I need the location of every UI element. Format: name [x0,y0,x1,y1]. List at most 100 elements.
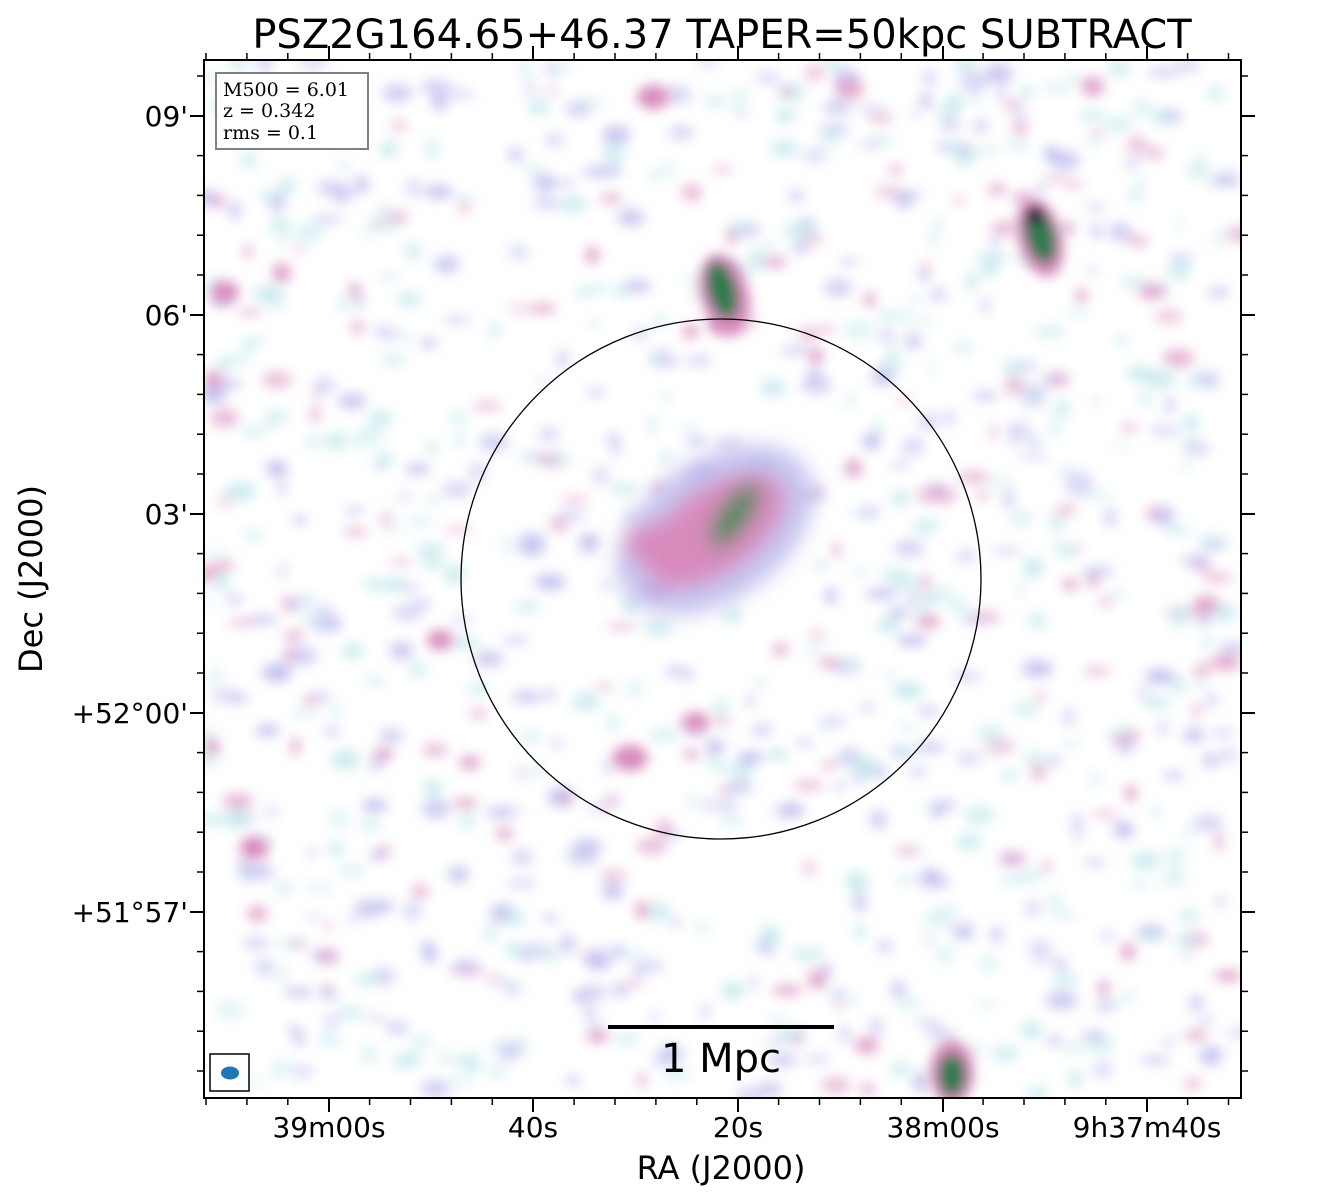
noise-speckle [990,236,1001,247]
noise-speckle [817,128,843,147]
noise-speckle [904,332,922,350]
noise-speckle [1200,1046,1226,1058]
noise-speckle [1033,326,1066,337]
noise-speckle [327,430,348,451]
noise-speckle [1041,860,1052,874]
noise-speckle [859,505,881,520]
info-box: M500 = 6.01 z = 0.342 rms = 0.1 [215,72,369,150]
noise-speckle [1216,896,1226,907]
noise-speckle [1188,995,1205,1011]
noise-speckle [1111,590,1124,598]
noise-speckle [272,263,292,283]
noise-speckle [894,875,916,884]
noise-speckle [1088,129,1108,137]
noise-speckle [410,1036,432,1046]
noise-speckle [262,663,292,682]
noise-speckle [889,1061,912,1077]
noise-speckle [312,392,323,398]
noise-speckle [1125,988,1135,1000]
x-tick-label: 38m00s [886,1111,999,1144]
noise-speckle [545,131,564,149]
noise-speckle [506,305,536,313]
noise-speckle [1214,832,1224,851]
noise-speckle [571,695,602,711]
noise-speckle [229,60,253,69]
noise-speckle [1048,756,1061,766]
scale-bar-label: 1 Mpc [661,1036,781,1082]
noise-speckle [954,151,976,167]
noise-speckle [931,287,946,303]
noise-speckle [1144,147,1164,160]
noise-speckle [916,741,945,754]
noise-speckle [754,72,781,84]
noise-speckle [406,178,421,198]
noise-speckle [222,793,254,809]
noise-speckle [329,808,349,828]
noise-speckle [1091,398,1102,405]
noise-speckle [1139,1056,1171,1064]
noise-speckle [449,636,481,649]
noise-speckle [666,665,683,678]
noise-speckle [862,433,881,450]
noise-speckle [1005,422,1032,437]
noise-speckle [594,683,614,691]
noise-speckle [573,838,603,853]
noise-speckle [999,850,1027,867]
noise-speckle [1198,534,1229,546]
noise-speckle [566,1076,580,1086]
noise-speckle [277,479,287,497]
noise-speckle [537,377,549,386]
noise-speckle [1054,957,1067,971]
noise-speckle [291,736,301,757]
noise-speckle [514,601,541,614]
noise-speckle [916,485,941,504]
noise-speckle [834,78,864,99]
noise-speckle [1205,692,1218,709]
noise-speckle [362,798,388,813]
noise-speckle [1024,436,1039,444]
noise-speckle [508,243,525,260]
noise-speckle [382,84,413,103]
noise-speckle [848,568,870,576]
noise-speckle [1044,144,1059,163]
noise-speckle [582,1005,598,1021]
noise-speckle [500,978,513,989]
noise-speckle [442,526,474,534]
noise-speckle [1119,276,1151,289]
noise-speckle [1067,308,1091,317]
noise-speckle [361,819,380,831]
noise-speckle [1195,1016,1215,1025]
noise-speckle [346,917,358,924]
noise-speckle [204,595,212,607]
noise-speckle [365,1015,388,1022]
noise-speckle [298,60,329,71]
noise-speckle [381,353,405,366]
noise-speckle [242,862,274,881]
noise-speckle [959,71,989,92]
noise-speckle [254,958,275,975]
noise-speckle [1064,483,1096,497]
noise-speckle [237,308,263,317]
noise-speckle [793,1031,802,1046]
noise-speckle [874,185,902,199]
noise-speckle [204,370,224,390]
noise-speckle [935,142,953,150]
noise-speckle [424,556,444,570]
noise-speckle [361,230,375,237]
noise-speckle [1158,719,1168,737]
noise-speckle [758,242,779,252]
noise-speckle [701,1003,711,1019]
noise-speckle [635,901,650,920]
noise-speckle [1059,1044,1090,1051]
noise-speckle [290,938,307,949]
noise-speckle [423,184,453,199]
noise-speckle [610,439,622,459]
noise-speckle [258,191,281,201]
noise-speckle [912,604,930,618]
noise-speckle [243,936,269,951]
noise-speckle [559,934,576,953]
noise-speckle [486,924,497,938]
noise-speckle [712,165,733,174]
y-axis-label: Dec (J2000) [12,485,50,673]
noise-speckle [239,808,248,816]
